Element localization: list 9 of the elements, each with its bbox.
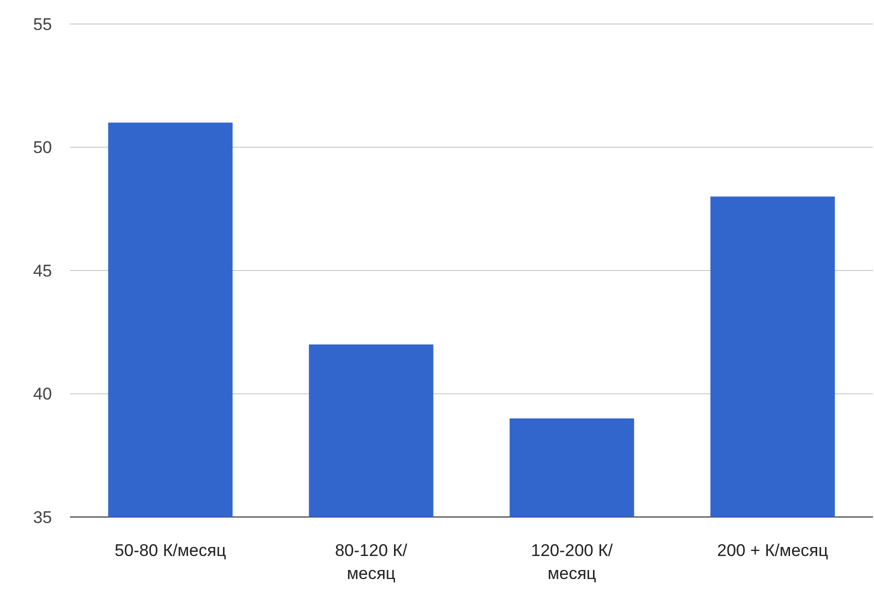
x-tick-label: 80-120 К/месяц — [334, 541, 408, 583]
y-tick-label: 40 — [33, 384, 52, 404]
y-tick-label: 35 — [33, 508, 52, 527]
x-tick-label: 50-80 К/месяц — [114, 541, 226, 560]
y-tick-label: 45 — [33, 261, 52, 280]
y-tick-label: 50 — [33, 138, 52, 158]
y-tick-label: 55 — [33, 14, 52, 34]
x-tick-label: 120-200 К/месяц — [531, 541, 614, 583]
x-tick-label: 200 + К/месяц — [717, 541, 828, 560]
